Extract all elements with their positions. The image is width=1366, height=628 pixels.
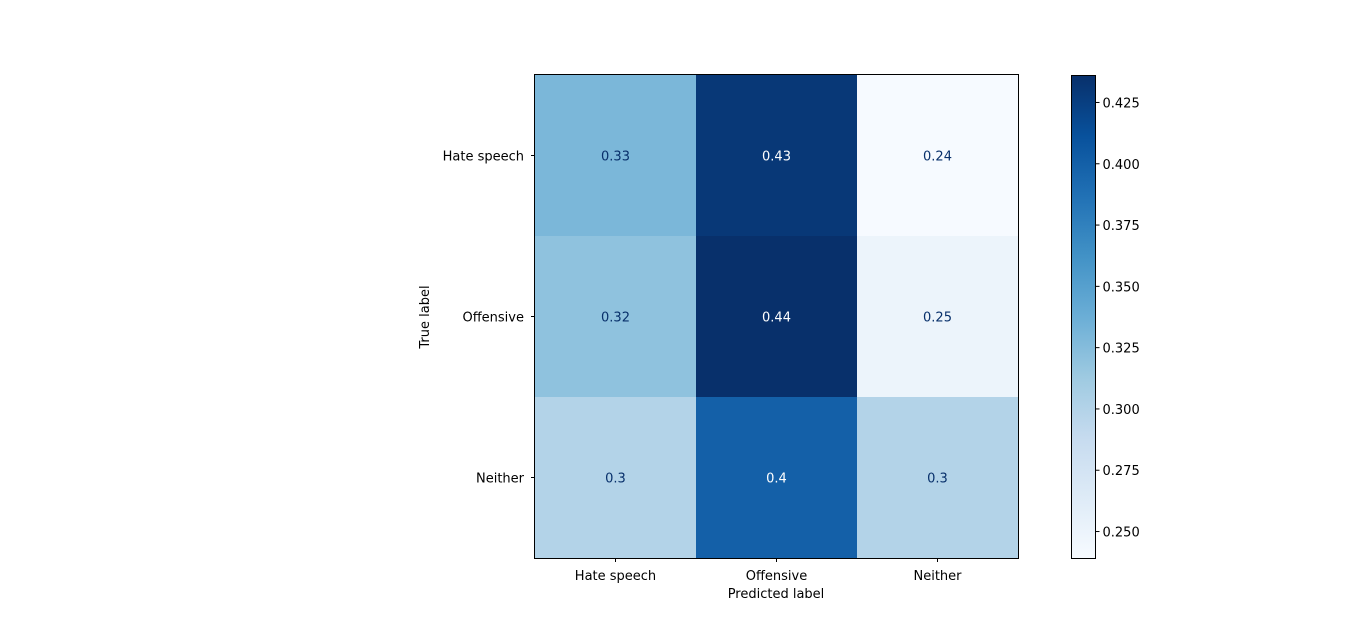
colorbar xyxy=(1071,75,1096,559)
heatmap-cell xyxy=(696,236,858,398)
y-tick-label: Hate speech xyxy=(443,150,524,165)
cell-value-label: 0.4 xyxy=(766,472,787,487)
x-axis-label: Predicted label xyxy=(728,587,825,602)
colorbar-ticks: 0.250 0.275 0.300 0.325 0.350 0.375 0.400 0.425 xyxy=(1095,96,1140,541)
heatmap-cells xyxy=(535,75,1019,559)
cell-value-labels: 0.33 0.43 0.24 0.32 0.44 0.25 0.3 0.4 0.3 xyxy=(601,150,952,487)
cell-value-label: 0.25 xyxy=(923,311,952,326)
colorbar-tick-label: 0.300 xyxy=(1103,403,1140,418)
colorbar-tick-label: 0.375 xyxy=(1103,219,1140,234)
heatmap-cell xyxy=(857,397,1019,559)
cell-value-label: 0.33 xyxy=(601,150,630,165)
heatmap-cell xyxy=(857,75,1019,237)
cell-value-label: 0.44 xyxy=(762,311,791,326)
colorbar-tick-label: 0.350 xyxy=(1103,280,1140,295)
heatmap-cell xyxy=(535,75,697,237)
cell-value-label: 0.24 xyxy=(923,150,952,165)
colorbar-tick-label: 0.275 xyxy=(1103,464,1140,479)
heatmap-cell xyxy=(857,236,1019,398)
heatmap-cell xyxy=(696,397,858,559)
colorbar-tick-label: 0.325 xyxy=(1103,342,1140,357)
y-axis-label: True label xyxy=(418,285,433,349)
heatmap-cell xyxy=(535,236,697,398)
x-tick-label: Hate speech xyxy=(575,569,656,584)
cell-value-label: 0.32 xyxy=(601,311,630,326)
heatmap-cell xyxy=(696,75,858,237)
x-tick-label: Neither xyxy=(913,569,962,584)
colorbar-tick-label: 0.425 xyxy=(1103,96,1140,111)
y-axis: Hate speech Offensive Neither xyxy=(443,150,535,487)
heatmap-cell xyxy=(535,397,697,559)
y-tick-label: Neither xyxy=(476,472,525,487)
y-tick-label: Offensive xyxy=(462,311,524,326)
x-tick-label: Offensive xyxy=(746,569,808,584)
x-axis: Hate speech Offensive Neither xyxy=(575,558,962,584)
cell-value-label: 0.3 xyxy=(927,472,948,487)
colorbar-tick-label: 0.250 xyxy=(1103,526,1140,541)
colorbar-tick-label: 0.400 xyxy=(1103,158,1140,173)
cell-value-label: 0.43 xyxy=(762,150,791,165)
cell-value-label: 0.3 xyxy=(605,472,626,487)
